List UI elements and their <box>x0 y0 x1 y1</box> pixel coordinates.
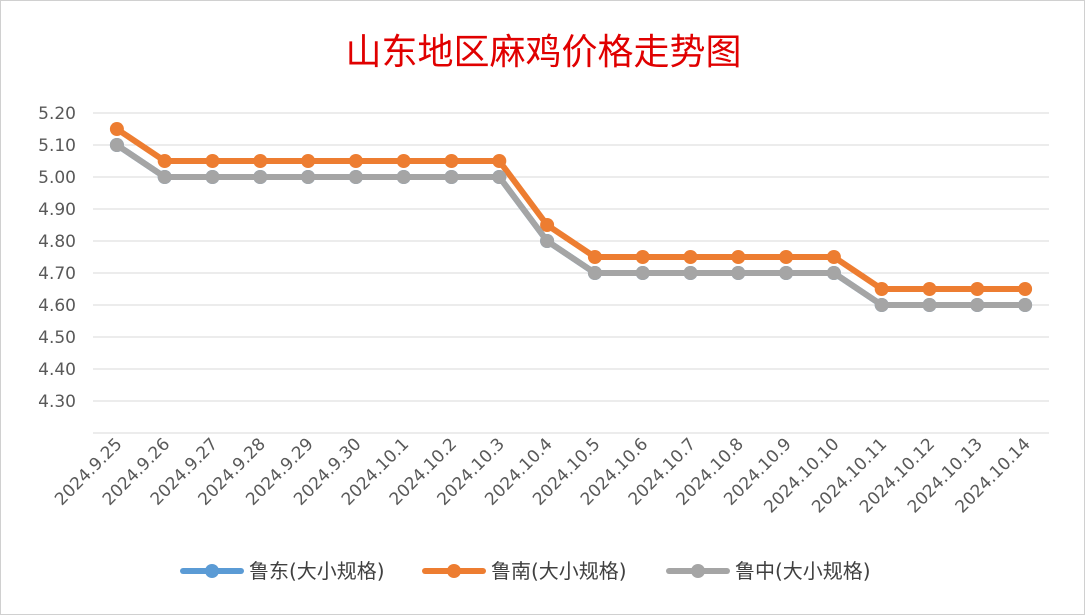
data-point <box>731 266 746 280</box>
data-point <box>683 266 698 280</box>
data-point <box>301 170 316 184</box>
data-point <box>922 298 937 312</box>
data-point <box>731 250 746 264</box>
data-point <box>635 250 650 264</box>
data-point <box>635 266 650 280</box>
y-tick-label: 4.70 <box>38 264 76 284</box>
data-point <box>540 218 555 232</box>
data-point <box>779 266 794 280</box>
data-point <box>348 154 363 168</box>
data-point <box>396 170 411 184</box>
legend-marker <box>205 564 219 578</box>
series-line <box>113 142 1029 308</box>
legend-marker <box>447 564 461 578</box>
data-point <box>970 298 985 312</box>
data-point <box>253 170 268 184</box>
data-point <box>683 250 698 264</box>
data-point <box>587 266 602 280</box>
series-line <box>113 142 1029 308</box>
data-point <box>444 170 459 184</box>
chart-title: 山东地区麻鸡价格走势图 <box>345 32 742 73</box>
data-point <box>205 170 220 184</box>
data-point <box>1018 282 1033 296</box>
legend-label: 鲁南(大小规格) <box>491 559 627 583</box>
y-tick-label: 5.00 <box>38 168 76 188</box>
data-point <box>540 234 555 248</box>
legend-label: 鲁东(大小规格) <box>249 559 385 583</box>
data-point <box>109 122 124 136</box>
data-point <box>874 282 889 296</box>
y-tick-label: 5.20 <box>38 104 76 124</box>
legend-label: 鲁中(大小规格) <box>735 559 871 583</box>
data-point <box>874 298 889 312</box>
series-line <box>113 126 1029 292</box>
series-0 <box>109 138 1033 312</box>
data-point <box>253 154 268 168</box>
legend-item: 鲁南(大小规格) <box>422 559 627 583</box>
data-point <box>779 250 794 264</box>
data-point <box>444 154 459 168</box>
data-point <box>348 170 363 184</box>
data-point <box>109 138 124 152</box>
data-point <box>826 250 841 264</box>
legend-marker <box>691 564 705 578</box>
y-tick-label: 5.10 <box>38 136 76 156</box>
data-point <box>492 154 507 168</box>
data-point <box>587 250 602 264</box>
series-1 <box>109 122 1033 296</box>
y-tick-label: 4.60 <box>38 296 76 316</box>
data-point <box>1018 298 1033 312</box>
series-2 <box>109 138 1033 312</box>
data-point <box>157 170 172 184</box>
data-point <box>205 154 220 168</box>
y-tick-label: 4.80 <box>38 232 76 252</box>
y-tick-label: 4.90 <box>38 200 76 220</box>
data-point <box>157 154 172 168</box>
data-point <box>970 282 985 296</box>
legend-item: 鲁东(大小规格) <box>180 559 385 583</box>
y-tick-label: 4.40 <box>38 360 76 380</box>
y-tick-label: 4.30 <box>38 392 76 412</box>
data-point <box>492 170 507 184</box>
data-point <box>301 154 316 168</box>
data-point <box>922 282 937 296</box>
y-tick-label: 4.50 <box>38 328 76 348</box>
data-point <box>826 266 841 280</box>
legend-item: 鲁中(大小规格) <box>666 559 871 583</box>
data-point <box>396 154 411 168</box>
